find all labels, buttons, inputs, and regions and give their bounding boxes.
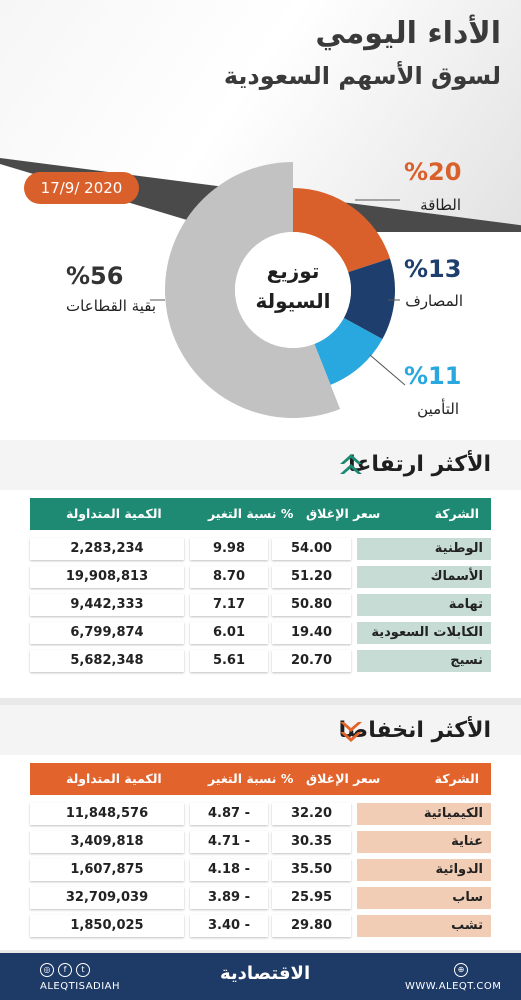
instagram-icon[interactable]: ◎ — [40, 963, 54, 977]
footer: ◎ f t ALEQTISADIAH الاقتصادية ⊕ WWW.ALEQ… — [0, 953, 521, 1000]
cell-pct: 4.18 - — [190, 859, 268, 881]
cell-name: تشب — [357, 915, 491, 937]
table-row: عناية 30.35 4.71 - 3,409,818 — [30, 831, 491, 853]
cell-name: الكابلات السعودية — [357, 622, 491, 644]
losers-table-header: الشركة سعر الإغلاق نسبة التغير % الكمية الم… — [30, 763, 491, 795]
cell-pct: 8.70 — [190, 566, 268, 588]
twitter-icon[interactable]: t — [76, 963, 90, 977]
insurance-label: التأمين — [417, 400, 459, 418]
cell-qty: 5,682,348 — [30, 650, 184, 672]
column-header-qty: الكمية المتداولة — [66, 771, 162, 786]
cell-name: عناية — [357, 831, 491, 853]
gainers-table: الشركة سعر الإغلاق نسبة التغير % الكمية الم… — [0, 490, 521, 698]
cell-qty: 32,709,039 — [30, 887, 184, 909]
energy-percent: %20 — [404, 158, 462, 186]
donut-center-label-line1: توزيع — [267, 259, 320, 283]
liquidity-donut-chart: توزيع السيولة — [165, 162, 395, 418]
gainers-title: الأكثر ارتفاعا — [348, 452, 491, 477]
column-header-name: الشركة — [434, 506, 479, 521]
gainers-table-header: الشركة سعر الإغلاق نسبة التغير % الكمية الم… — [30, 498, 491, 530]
donut-slice-1 — [343, 258, 395, 340]
table-row: تهامة 50.80 7.17 9,442,333 — [30, 594, 491, 616]
cell-name: الأسماك — [357, 566, 491, 588]
down-arrows-icon — [340, 722, 362, 742]
cell-pct: 9.98 — [190, 538, 268, 560]
cell-qty: 2,283,234 — [30, 538, 184, 560]
cell-close: 29.80 — [272, 915, 351, 937]
cell-close: 32.20 — [272, 803, 351, 825]
cell-close: 54.00 — [272, 538, 351, 560]
cell-pct: 3.40 - — [190, 915, 268, 937]
up-arrows-icon — [340, 454, 362, 474]
cell-close: 25.95 — [272, 887, 351, 909]
cell-close: 50.80 — [272, 594, 351, 616]
cell-close: 30.35 — [272, 831, 351, 853]
insurance-percent: %11 — [404, 362, 462, 390]
cell-pct: 4.71 - — [190, 831, 268, 853]
footer-website[interactable]: WWW.ALEQT.COM — [405, 981, 502, 992]
cell-pct: 4.87 - — [190, 803, 268, 825]
banks-percent: %13 — [404, 255, 462, 283]
footer-handle[interactable]: ALEQTISADIAH — [40, 981, 121, 992]
cell-name: تهامة — [357, 594, 491, 616]
donut-slice-0 — [293, 188, 391, 273]
donut-slice-3 — [165, 162, 341, 418]
column-header-name: الشركة — [434, 771, 479, 786]
table-row: الكابلات السعودية 19.40 6.01 6,799,874 — [30, 622, 491, 644]
cell-name: الدوائية — [357, 859, 491, 881]
date-badge: 17/9/ 2020 — [24, 172, 139, 204]
page-title: الأداء اليومي — [315, 16, 501, 51]
other-sectors-label: بقية القطاعات — [66, 297, 156, 315]
gainers-section-header — [0, 440, 521, 490]
losers-table: الشركة سعر الإغلاق نسبة التغير % الكمية الم… — [0, 755, 521, 950]
brand-logo: الاقتصادية — [220, 963, 311, 984]
cell-qty: 1,850,025 — [30, 915, 184, 937]
cell-qty: 1,607,875 — [30, 859, 184, 881]
cell-pct: 7.17 — [190, 594, 268, 616]
losers-section-header — [0, 705, 521, 755]
globe-icon[interactable]: ⊕ — [454, 963, 468, 977]
table-row: تشب 29.80 3.40 - 1,850,025 — [30, 915, 491, 937]
facebook-icon[interactable]: f — [58, 963, 72, 977]
leader-lines — [150, 199, 406, 386]
energy-label: الطاقة — [420, 196, 461, 214]
cell-qty: 6,799,874 — [30, 622, 184, 644]
table-row: الأسماك 51.20 8.70 19,908,813 — [30, 566, 491, 588]
donut-slice-2 — [314, 317, 383, 385]
table-row: نسيج 20.70 5.61 5,682,348 — [30, 650, 491, 672]
column-header-qty: الكمية المتداولة — [66, 506, 162, 521]
page-subtitle: لسوق الأسهم السعودية — [223, 62, 501, 90]
cell-qty: 3,409,818 — [30, 831, 184, 853]
table-row: الدوائية 35.50 4.18 - 1,607,875 — [30, 859, 491, 881]
column-header-pct: نسبة التغير % — [208, 506, 294, 521]
cell-close: 19.40 — [272, 622, 351, 644]
cell-close: 20.70 — [272, 650, 351, 672]
losers-title: الأكثر انخفاضا — [338, 718, 491, 743]
cell-name: الكيميائية — [357, 803, 491, 825]
cell-qty: 19,908,813 — [30, 566, 184, 588]
banks-label: المصارف — [405, 292, 463, 310]
cell-name: ساب — [357, 887, 491, 909]
other-sectors-percent: %56 — [66, 262, 124, 290]
table-row: الكيميائية 32.20 4.87 - 11,848,576 — [30, 803, 491, 825]
cell-name: الوطنية — [357, 538, 491, 560]
column-header-pct: نسبة التغير % — [208, 771, 294, 786]
table-row: الوطنية 54.00 9.98 2,283,234 — [30, 538, 491, 560]
cell-qty: 9,442,333 — [30, 594, 184, 616]
cell-pct: 3.89 - — [190, 887, 268, 909]
donut-center-label-line2: السيولة — [255, 289, 330, 313]
cell-name: نسيج — [357, 650, 491, 672]
cell-close: 35.50 — [272, 859, 351, 881]
cell-pct: 6.01 — [190, 622, 268, 644]
table-row: ساب 25.95 3.89 - 32,709,039 — [30, 887, 491, 909]
cell-pct: 5.61 — [190, 650, 268, 672]
column-header-close: سعر الإغلاق — [306, 771, 381, 786]
cell-qty: 11,848,576 — [30, 803, 184, 825]
column-header-close: سعر الإغلاق — [306, 506, 381, 521]
cell-close: 51.20 — [272, 566, 351, 588]
donut-hole — [235, 232, 351, 348]
